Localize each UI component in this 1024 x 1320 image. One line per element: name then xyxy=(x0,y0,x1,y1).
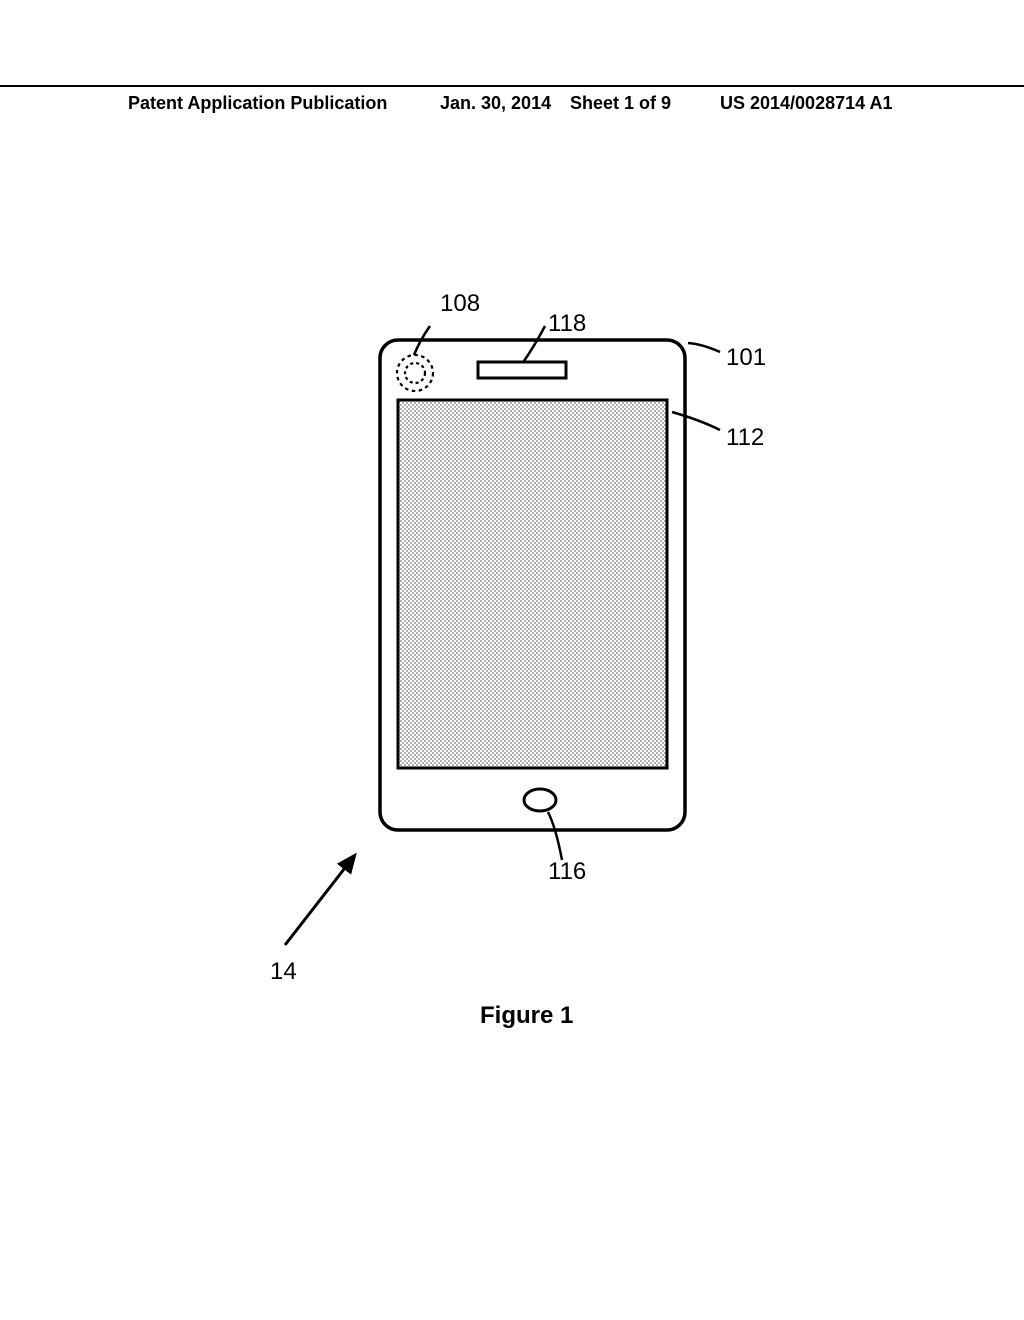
label-14: 14 xyxy=(270,958,297,986)
label-112: 112 xyxy=(726,424,764,452)
page: Patent Application Publication Jan. 30, … xyxy=(0,0,1024,1320)
speaker-slot xyxy=(478,362,566,378)
label-116: 116 xyxy=(548,858,586,886)
phone-screen xyxy=(398,400,667,768)
label-118: 118 xyxy=(548,310,586,338)
figure-caption: Figure 1 xyxy=(480,1002,573,1030)
arrow-14 xyxy=(285,855,355,945)
lead-101 xyxy=(688,343,720,352)
label-101: 101 xyxy=(726,344,766,372)
label-108: 108 xyxy=(440,290,480,318)
figure-svg xyxy=(0,0,1024,1320)
home-button xyxy=(524,789,556,811)
figure-1: 108 118 101 112 116 14 Figure 1 xyxy=(0,0,1024,1320)
